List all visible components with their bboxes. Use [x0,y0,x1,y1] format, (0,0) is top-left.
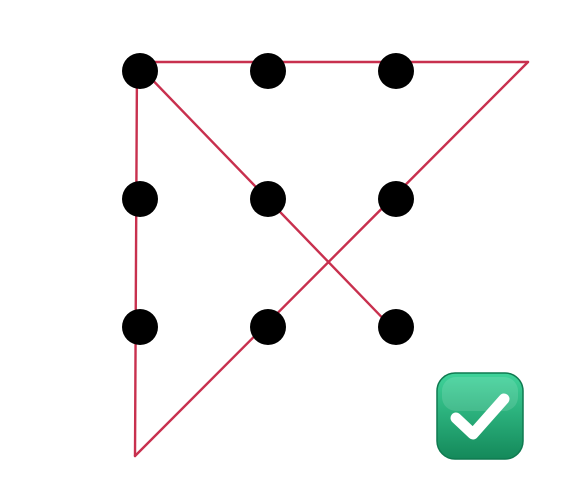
dot-r2-c1 [122,181,158,217]
solution-line-left [135,62,137,456]
check-mark-icon [436,372,524,460]
dot-r3-c2 [250,309,286,345]
dot-r1-c1 [122,53,158,89]
dot-grid [122,53,414,345]
checkmark-button[interactable] [436,372,524,460]
dot-r1-c3 [378,53,414,89]
check-badge-gloss [442,377,518,411]
dot-r3-c3 [378,309,414,345]
dot-r3-c1 [122,309,158,345]
dot-r2-c3 [378,181,414,217]
dot-r2-c2 [250,181,286,217]
dot-r1-c2 [250,53,286,89]
